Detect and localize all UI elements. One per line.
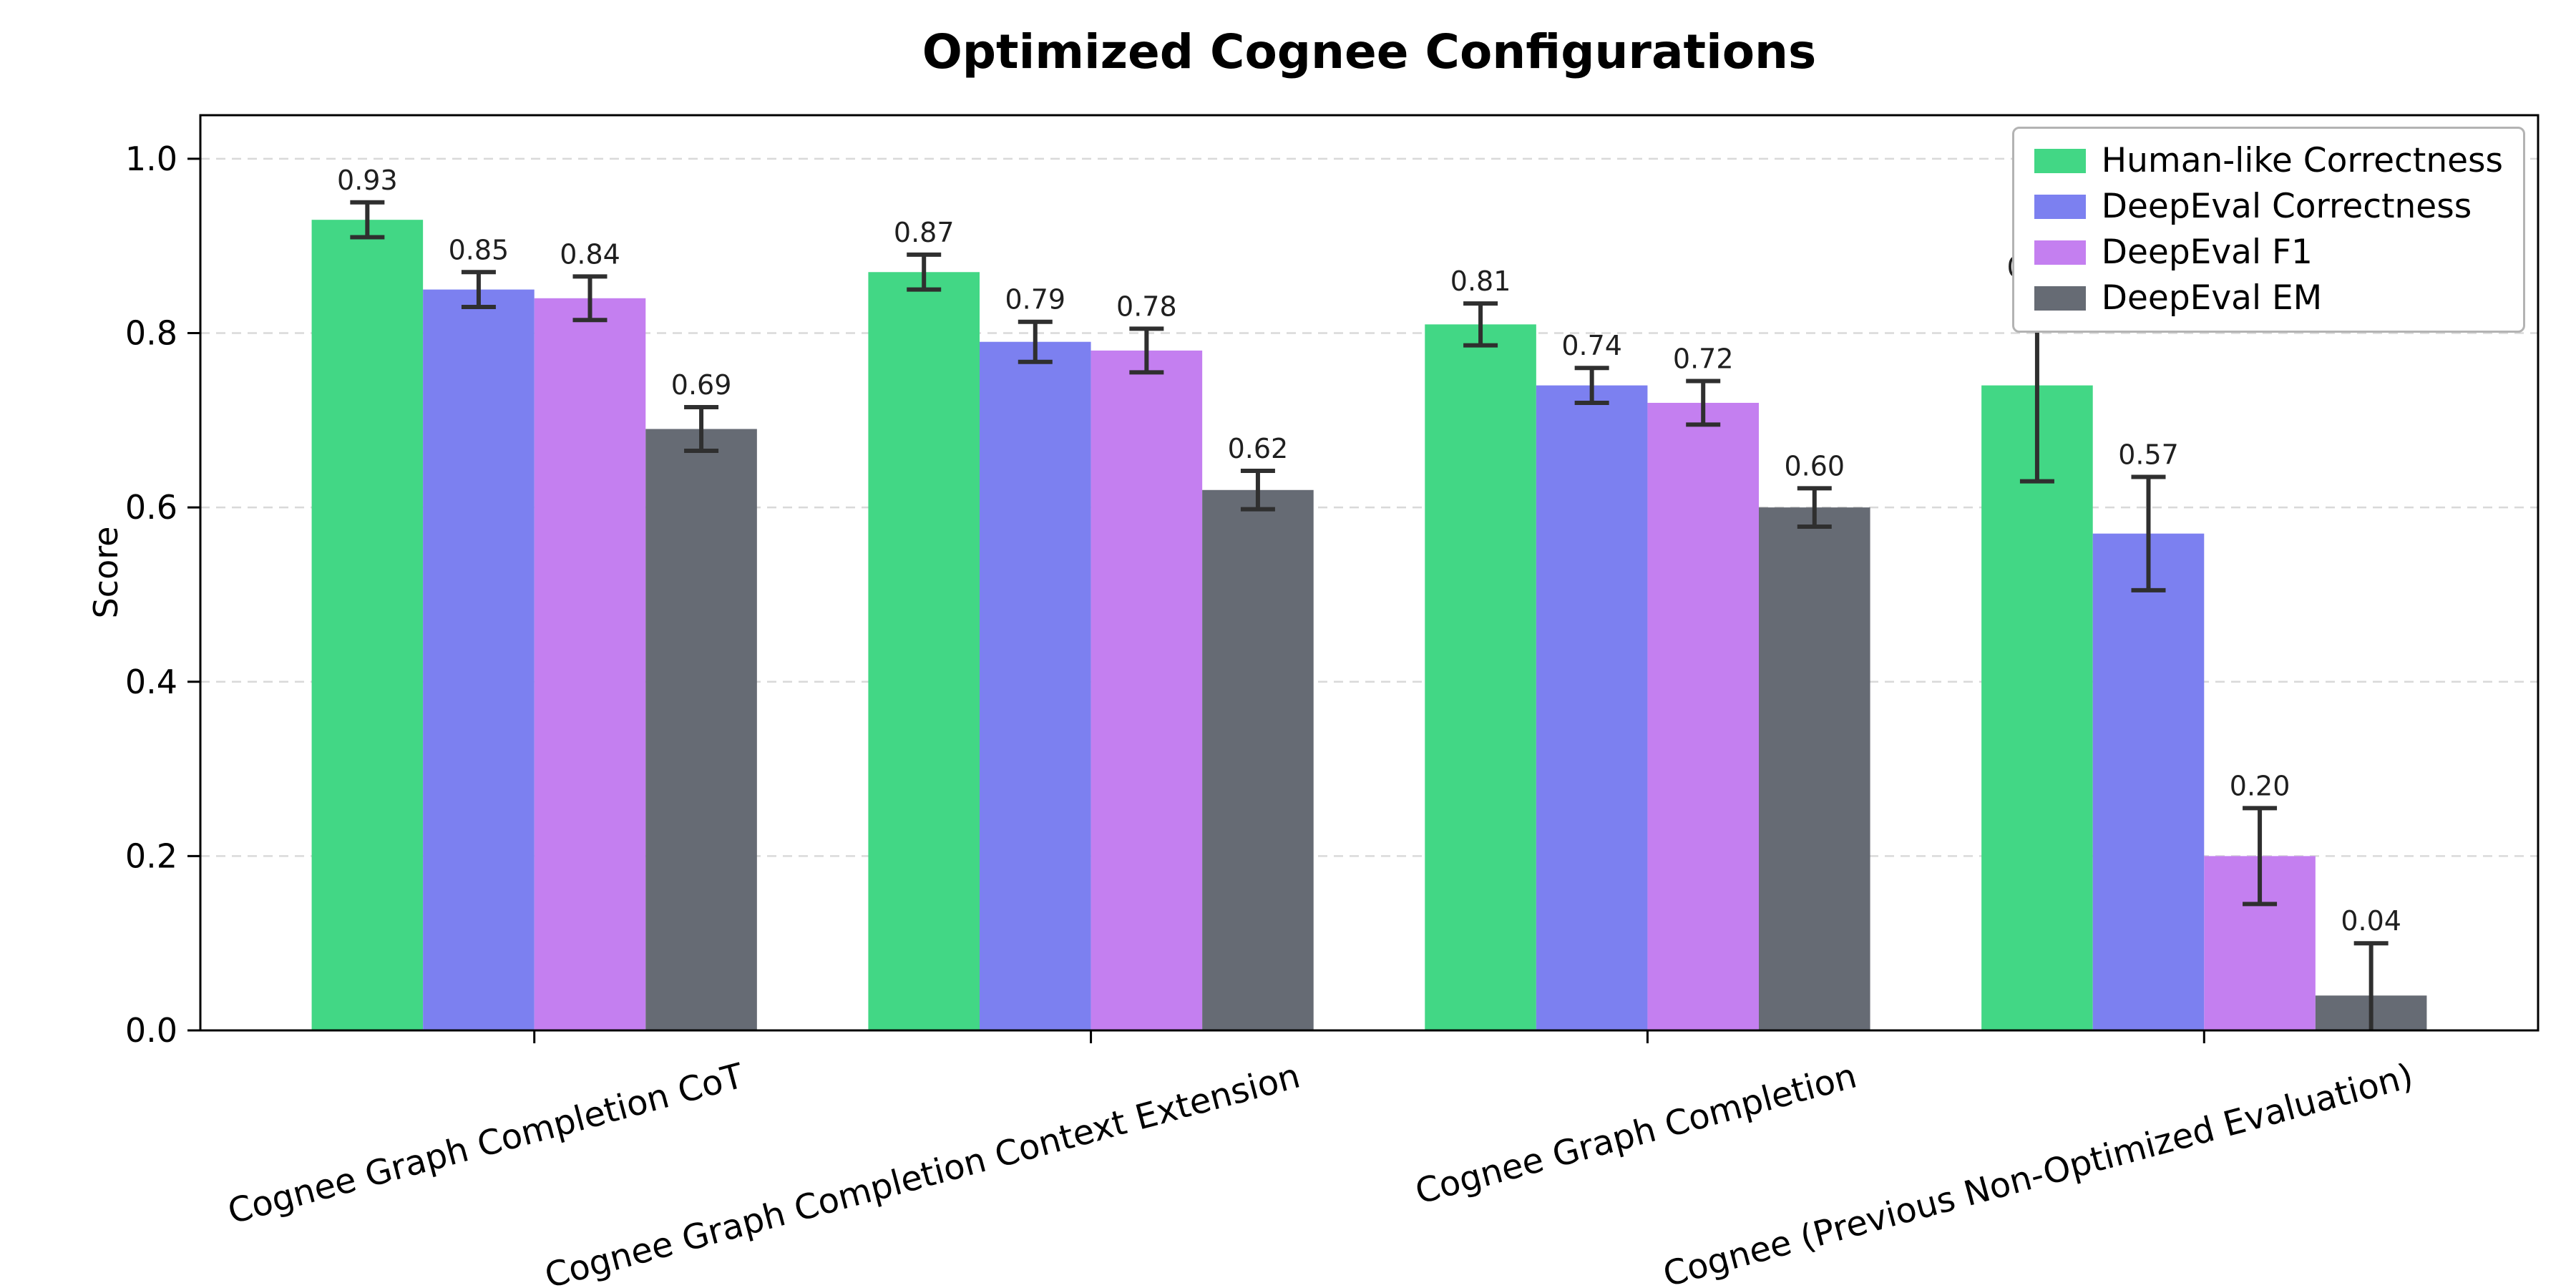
bar-value-label: 0.20 — [2230, 770, 2290, 801]
legend-label: DeepEval EM — [2101, 278, 2323, 318]
bar-1-group-0 — [423, 289, 535, 1031]
x-axis: Cognee Graph Completion CoT Cognee Graph … — [224, 1030, 2417, 1288]
bar-3-group-2 — [1759, 507, 1870, 1030]
bar-0-group-0 — [311, 220, 424, 1031]
bar-0-group-2 — [1425, 324, 1536, 1030]
bar-3-group-1 — [1202, 489, 1314, 1030]
legend-item: DeepEval EM — [2034, 279, 2503, 318]
error-bars-group — [350, 200, 2389, 1030]
legend-swatch — [2034, 286, 2086, 311]
legend-swatch — [2034, 195, 2086, 220]
legend-label: DeepEval F1 — [2101, 233, 2313, 273]
y-tick-label: 0.8 — [125, 314, 177, 353]
bar-0-group-1 — [868, 272, 980, 1031]
bar-value-label: 0.79 — [1005, 284, 1065, 316]
legend-item: Human-like Correctness — [2034, 141, 2503, 180]
bar-value-label: 0.60 — [1784, 450, 1845, 482]
legend-item: DeepEval F1 — [2034, 233, 2503, 272]
legend-swatch — [2034, 149, 2086, 174]
bar-value-label: 0.04 — [2341, 905, 2401, 937]
bar-3-group-0 — [645, 429, 757, 1030]
y-tick-label: 1.0 — [125, 140, 177, 178]
bar-0-group-3 — [1981, 385, 2093, 1030]
y-tick-label: 0.2 — [125, 836, 177, 875]
bar-value-label: 0.78 — [1116, 291, 1177, 322]
legend-label: Human-like Correctness — [2101, 141, 2503, 180]
bar-value-label: 0.85 — [449, 234, 509, 265]
bars-group — [311, 220, 2427, 1031]
legend-label: DeepEval Correctness — [2101, 187, 2472, 227]
legend: Human-like Correctness DeepEval Correctne… — [2011, 127, 2525, 333]
chart-title: Optimized Cognee Configurations — [922, 24, 1817, 79]
bar-value-label: 0.87 — [894, 217, 955, 248]
bar-value-label: 0.74 — [1561, 330, 1622, 361]
bar-2-group-0 — [534, 298, 646, 1030]
bar-value-label: 0.84 — [560, 238, 620, 270]
bar-2-group-1 — [1091, 350, 1203, 1030]
value-labels-group: 0.930.870.810.740.850.790.740.570.840.78… — [337, 165, 2401, 937]
y-axis: 0.0 0.2 0.4 0.6 0.8 1.0 — [125, 140, 200, 1050]
bar-2-group-2 — [1647, 402, 1759, 1030]
legend-swatch — [2034, 240, 2086, 265]
bar-value-label: 0.72 — [1673, 343, 1734, 375]
bar-value-label: 0.62 — [1228, 433, 1289, 464]
y-tick-label: 0.0 — [125, 1011, 177, 1050]
bar-1-group-3 — [2092, 533, 2205, 1030]
y-tick-label: 0.4 — [125, 663, 177, 701]
x-tick-label: Cognee Graph Completion CoT — [224, 1055, 748, 1232]
x-tick-label: Cognee Graph Completion — [1411, 1055, 1860, 1212]
plot-border — [199, 114, 2540, 1032]
bar-value-label: 0.81 — [1450, 265, 1511, 297]
bar-value-label: 0.93 — [337, 165, 398, 196]
bar-value-label: 0.57 — [2118, 439, 2179, 471]
bar-1-group-2 — [1536, 385, 1648, 1030]
bar-value-label: 0.69 — [671, 369, 732, 401]
gridlines — [200, 157, 2538, 857]
legend-item: DeepEval Correctness — [2034, 187, 2503, 226]
y-tick-label: 0.6 — [125, 488, 177, 527]
bar-1-group-1 — [980, 341, 1091, 1030]
